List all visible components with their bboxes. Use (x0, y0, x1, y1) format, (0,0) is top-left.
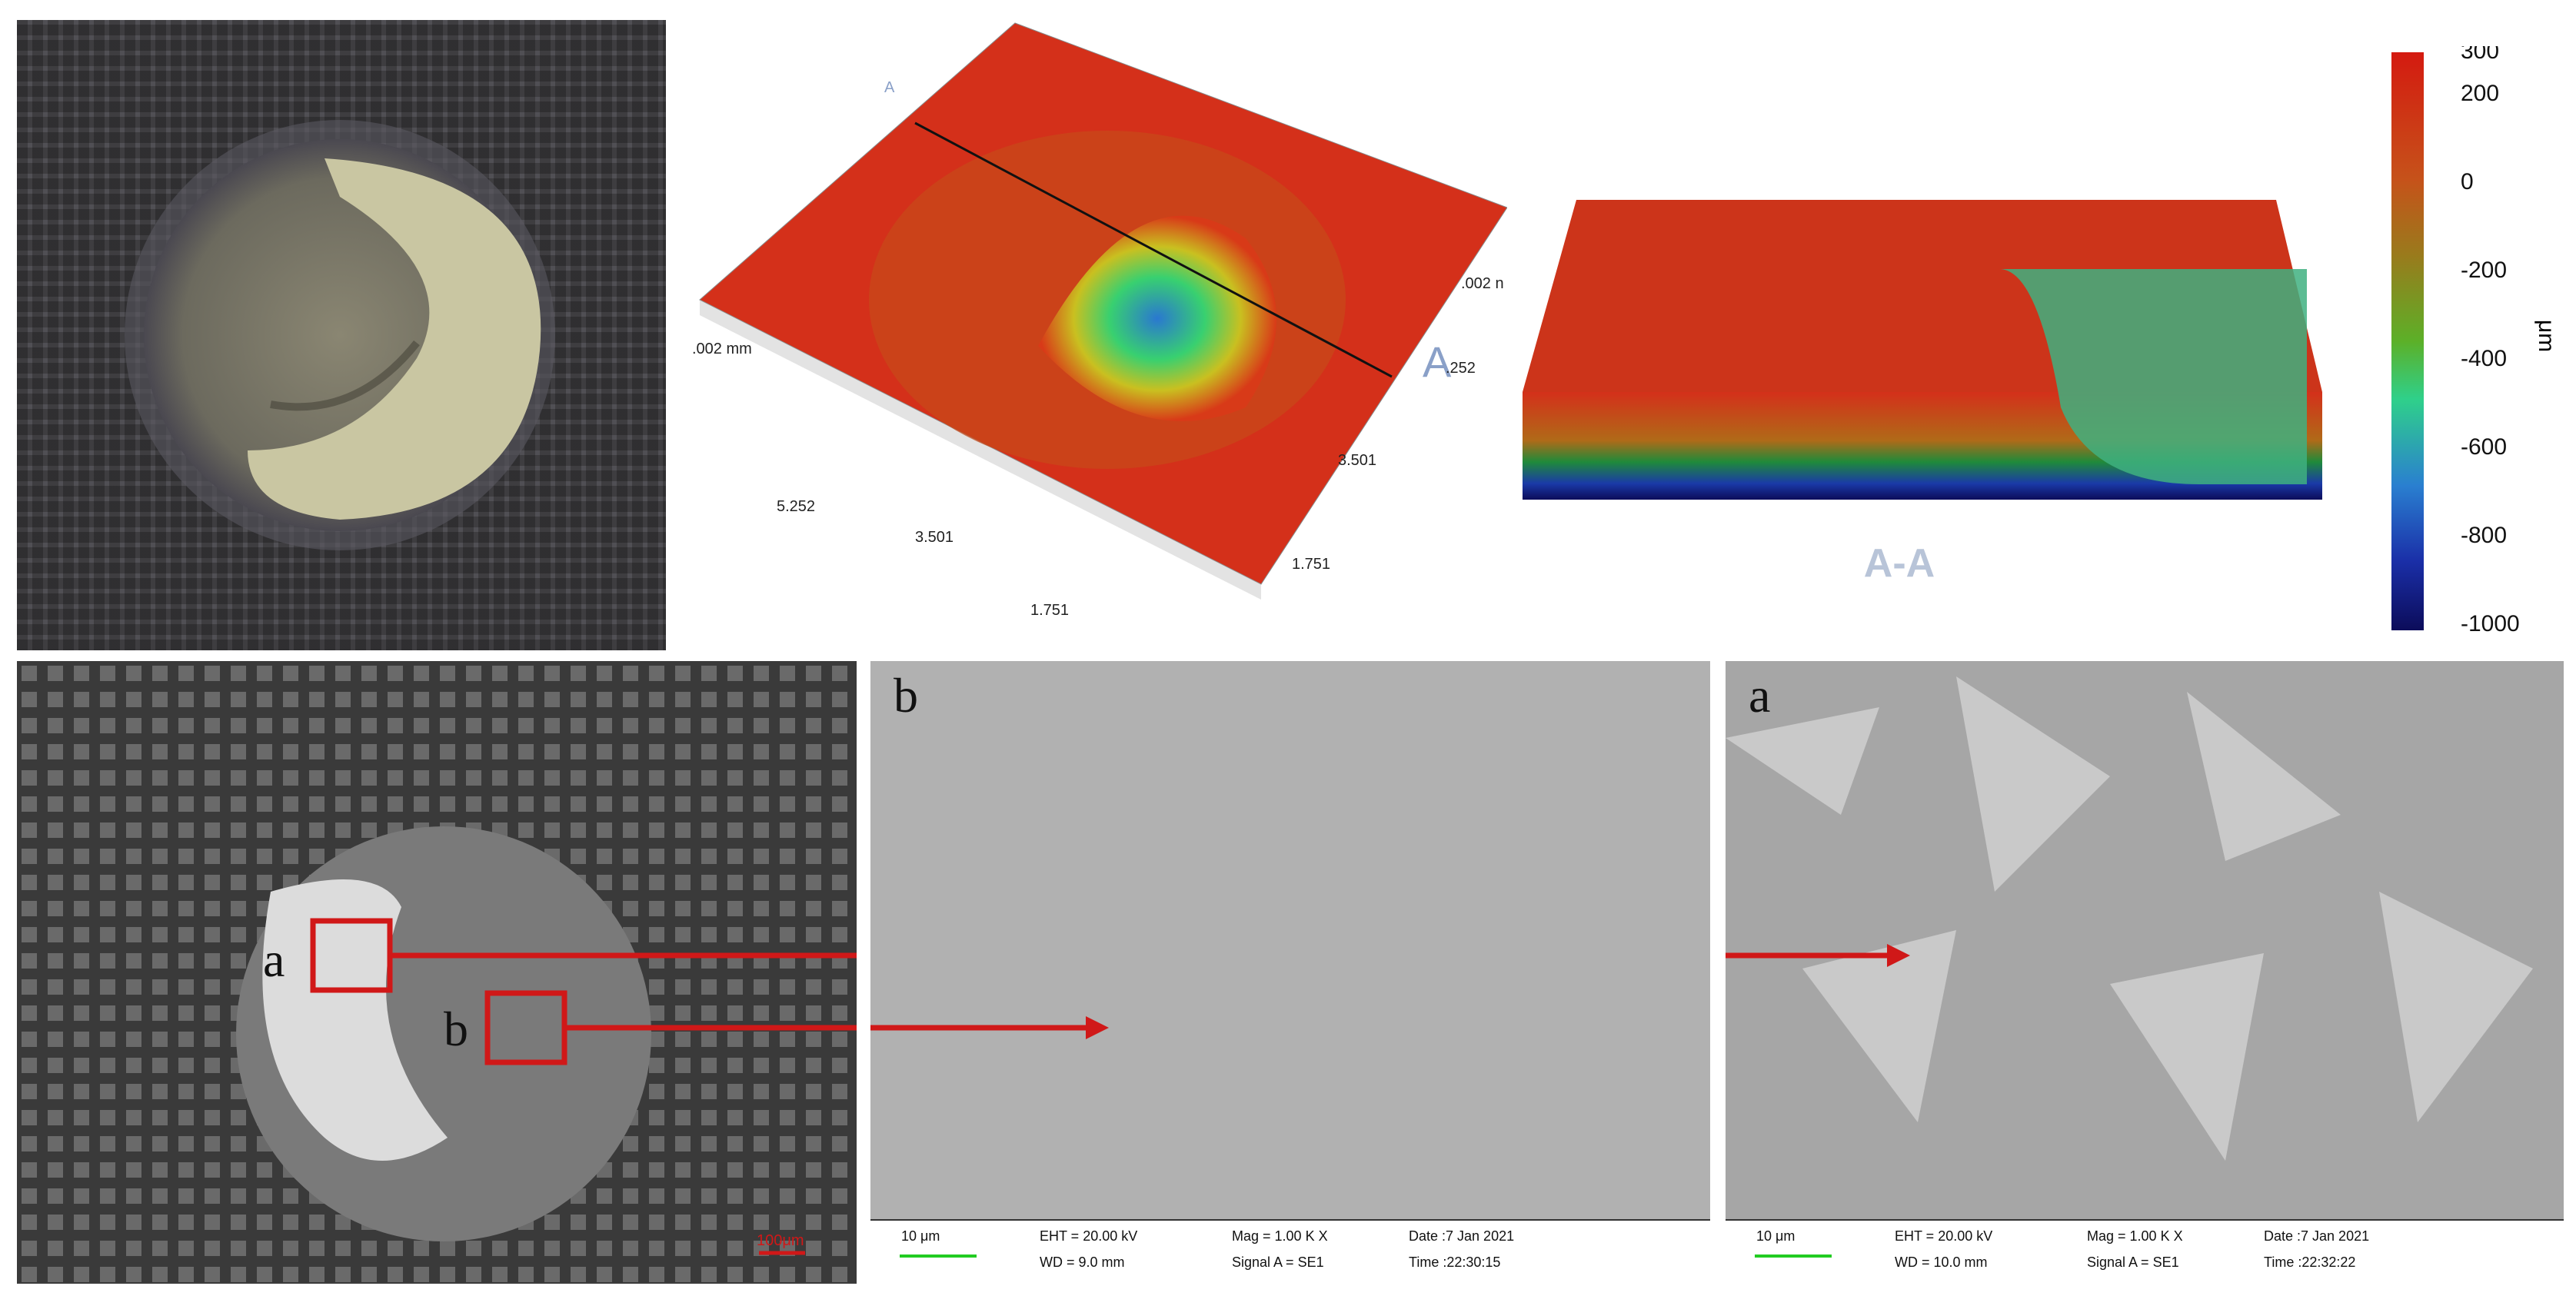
sem-a-date: Date :7 Jan 2021 (2264, 1228, 2370, 1244)
sem-b-scalebar (900, 1254, 977, 1258)
sem-a-mag: Mag = 1.00 K X (2087, 1228, 2183, 1244)
axis-tick: 3.501 (1338, 452, 1376, 469)
sem-texture-b-icon (870, 661, 1710, 1221)
cross-section-icon: A-A (1523, 200, 2322, 586)
sem-b-info-bar: 10 μm EHT = 20.00 kV WD = 9.0 mm Mag = 1… (870, 1219, 1710, 1284)
colorbar-tick: 0 (2461, 169, 2474, 194)
sem-a-signal: Signal A = SE1 (2087, 1254, 2179, 1270)
axis-tick: .252 (1446, 360, 1476, 377)
axis-tick: .002 mm (692, 341, 752, 357)
sem-b-scale: 10 μm (901, 1228, 940, 1244)
axis-tick: 1.751 (1292, 556, 1330, 573)
marker-a-top: A (884, 79, 895, 96)
colorbar: 300 200 0 -200 -400 -600 -800 -1000 μm (2376, 46, 2561, 646)
axis-tick: 1.751 (1030, 602, 1069, 619)
sem-a-letter: a (1749, 668, 1771, 723)
region-label-a: a (263, 932, 285, 987)
sem-overview-icon: a b 100μm (17, 661, 857, 1284)
colorbar-gradient (2391, 52, 2424, 630)
axis-tick: 3.501 (915, 529, 954, 546)
region-label-b: b (444, 1002, 468, 1056)
colorbar-tick: 300 (2461, 46, 2500, 64)
topography-3d: A A 5.252 3.501 1.751 3.501 1.751 .002 m… (677, 8, 1538, 653)
crater-photo (17, 20, 666, 650)
sem-b-signal: Signal A = SE1 (1232, 1254, 1324, 1270)
sem-a-scale: 10 μm (1756, 1228, 1796, 1244)
sem-b-wd: WD = 9.0 mm (1040, 1254, 1125, 1270)
topography-surface-icon: A A 5.252 3.501 1.751 3.501 1.751 .002 m… (692, 22, 1508, 619)
sem-a-eht: EHT = 20.00 kV (1895, 1228, 1993, 1244)
colorbar-tick: -600 (2461, 434, 2508, 460)
sem-image-b: b 10 μm EHT = 20.00 kV WD = 9.0 mm Mag =… (870, 661, 1710, 1284)
sem-a-time: Time :22:32:22 (2264, 1254, 2356, 1270)
sem-b-time: Time :22:30:15 (1409, 1254, 1501, 1270)
sem-a-scalebar (1755, 1254, 1832, 1258)
colorbar-tick: -800 (2461, 523, 2508, 548)
sem-b-mag: Mag = 1.00 K X (1232, 1228, 1328, 1244)
sem-b-date: Date :7 Jan 2021 (1409, 1228, 1515, 1244)
sem-image-a: a 10 μm EHT = 20.00 kV WD = 10.0 mm Mag … (1726, 661, 2564, 1284)
colorbar-tick: 200 (2461, 81, 2500, 106)
sem-overview: a b 100μm (17, 661, 857, 1284)
sem-b-eht: EHT = 20.00 kV (1040, 1228, 1138, 1244)
cross-section-3d: A-A (1507, 154, 2338, 615)
axis-tick: .002 n (1461, 275, 1504, 292)
overview-scale: 100μm (757, 1232, 804, 1249)
colorbar-unit: μm (2534, 319, 2560, 353)
section-label: A-A (1864, 541, 1935, 586)
sem-a-wd: WD = 10.0 mm (1895, 1254, 1988, 1270)
marker-a-right: A (1423, 337, 1452, 386)
colorbar-tick: -200 (2461, 258, 2508, 283)
sem-a-info-bar: 10 μm EHT = 20.00 kV WD = 10.0 mm Mag = … (1726, 1219, 2564, 1284)
sem-b-letter: b (894, 668, 918, 723)
colorbar-tick: -1000 (2461, 611, 2520, 636)
colorbar-tick: -400 (2461, 346, 2508, 371)
sem-texture-a-icon (1726, 661, 2564, 1221)
axis-tick: 5.252 (777, 498, 815, 515)
crater-photo-icon (125, 120, 555, 550)
